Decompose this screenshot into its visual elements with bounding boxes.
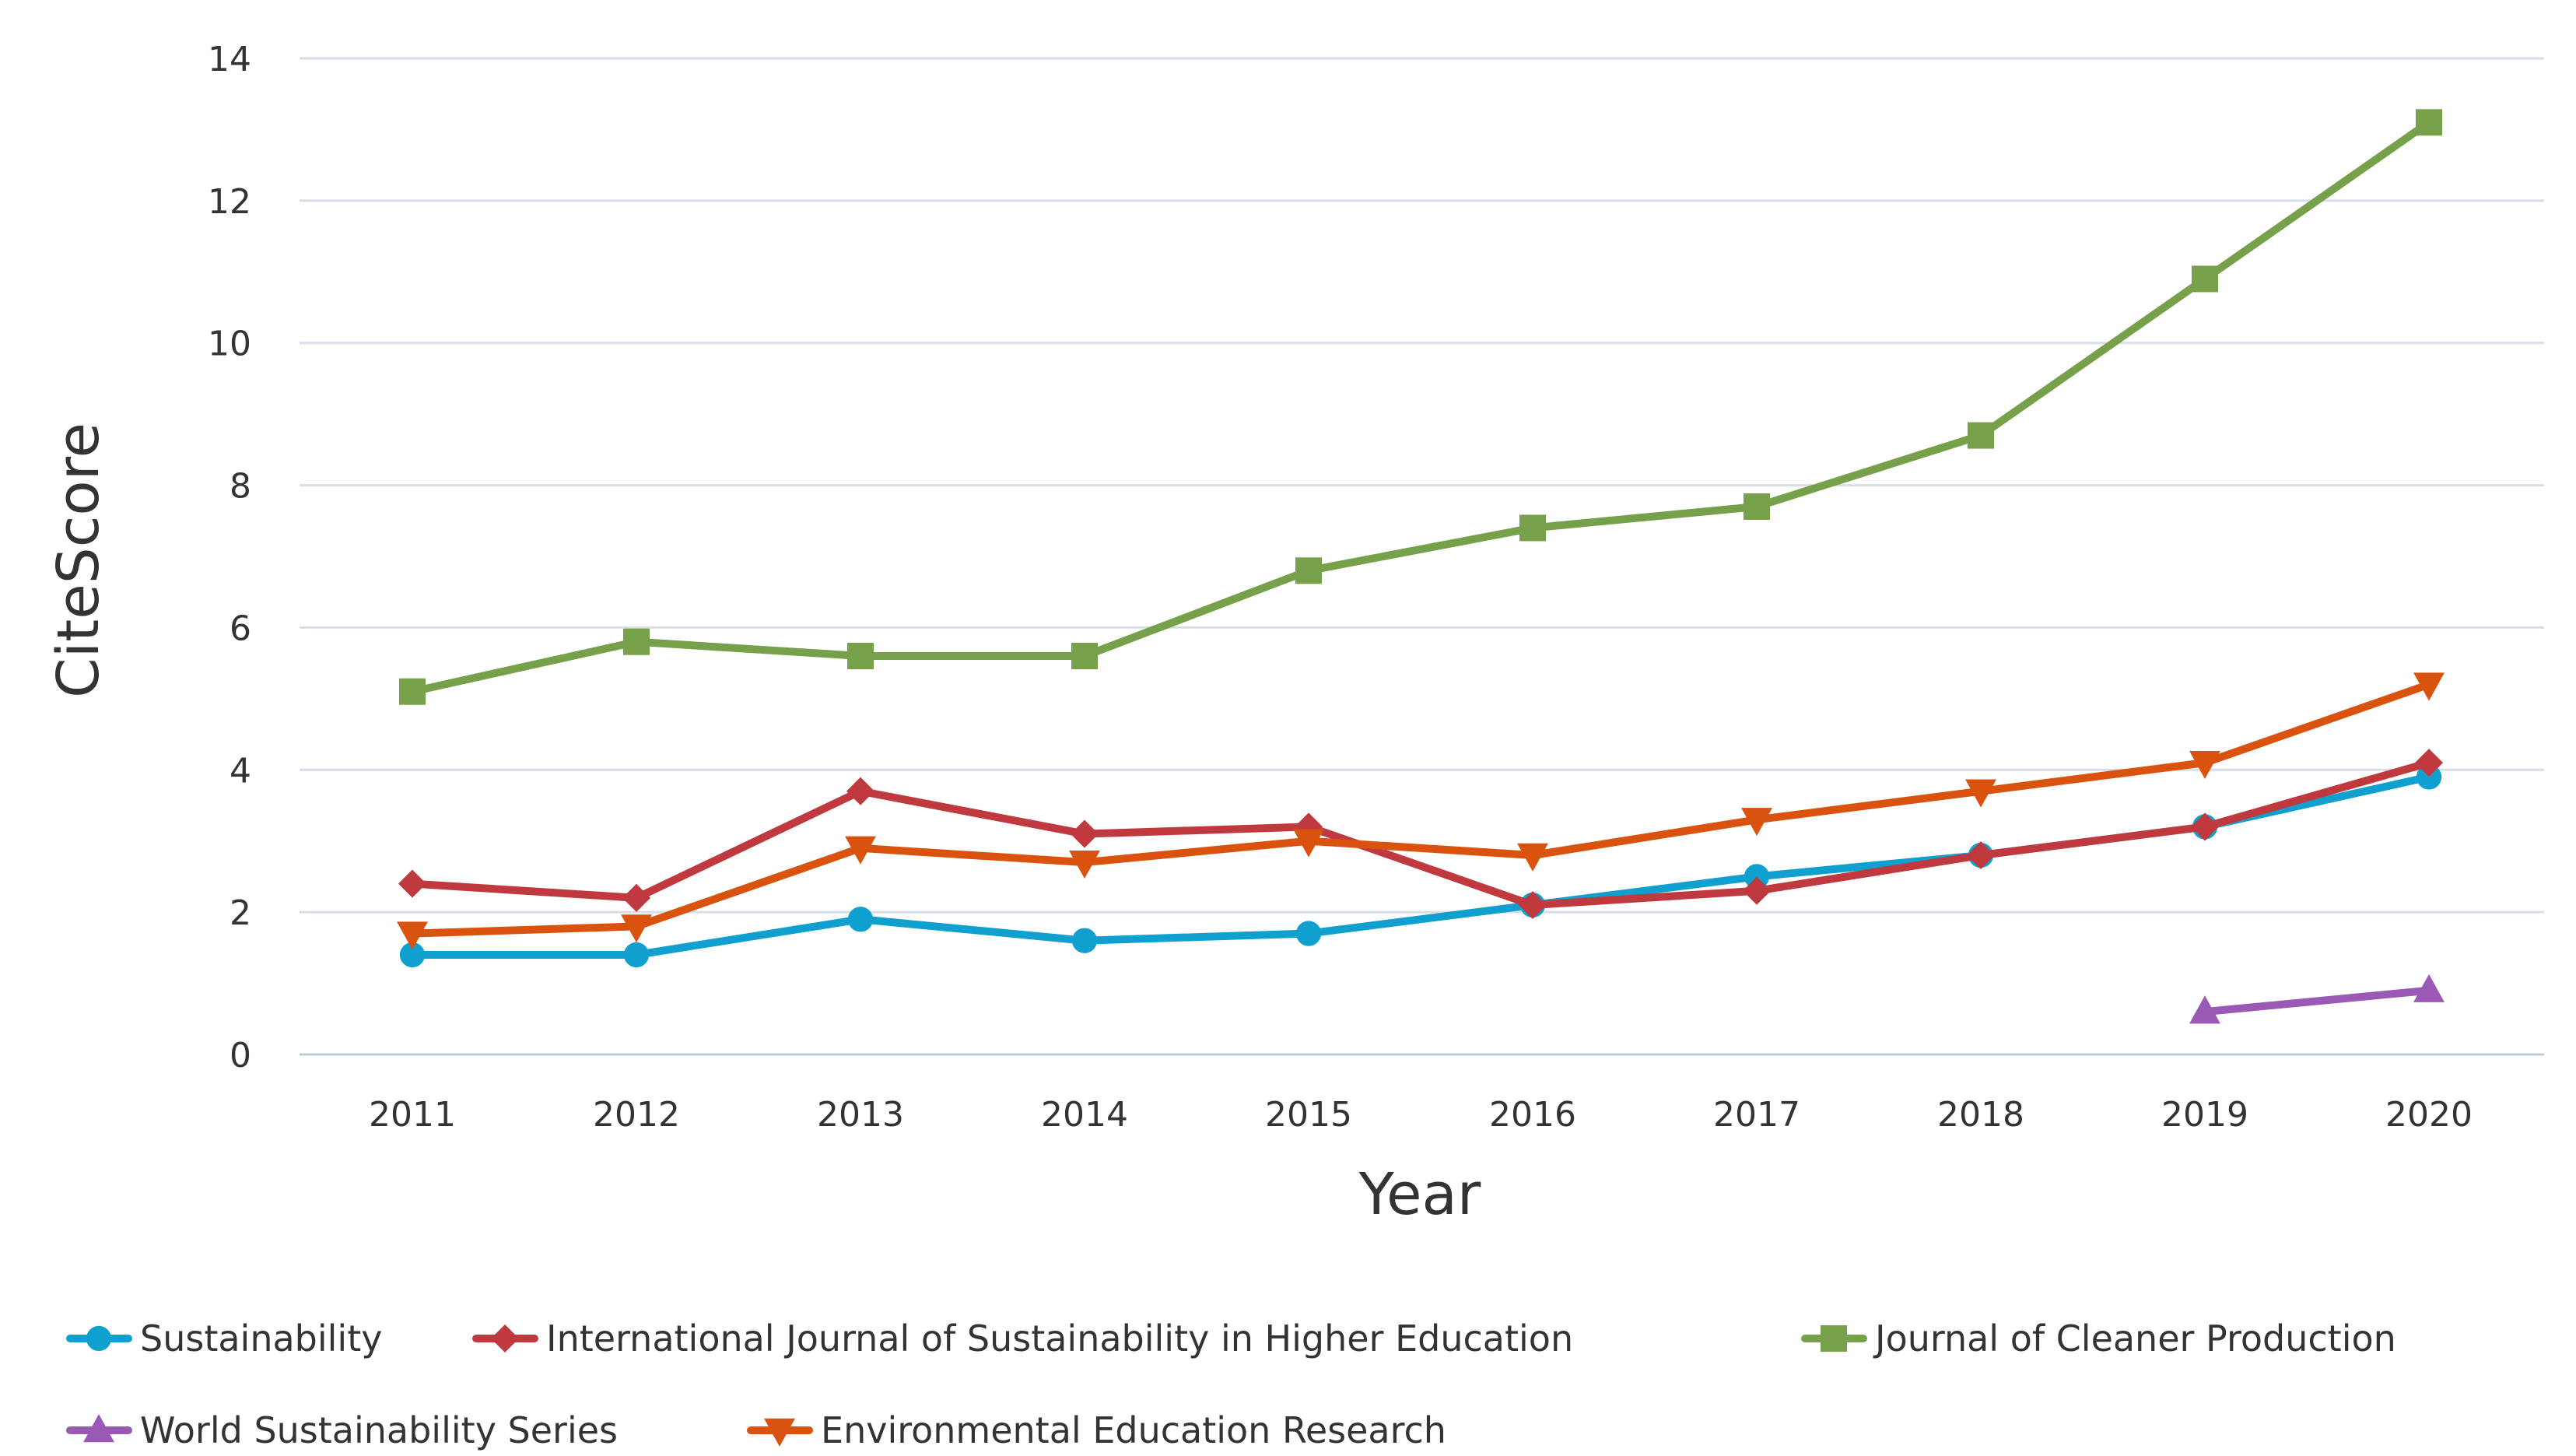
x-tick-label: 2011 [369, 1095, 456, 1135]
series-line [408, 759, 2433, 909]
data-point [1741, 808, 1772, 837]
data-point [1744, 493, 1770, 520]
x-tick-label: 2016 [1489, 1095, 1576, 1135]
data-point [2413, 974, 2445, 1002]
data-point [623, 628, 650, 655]
x-axis-ticks: 2011 2012 2013 2014 2015 2016 2017 2018 2019 2020 [369, 1095, 2473, 1135]
legend-item[interactable]: Journal of Cleaner Production [1801, 1317, 2396, 1360]
data-point [2416, 109, 2442, 136]
legend-item[interactable]: World Sustainability Series [66, 1409, 618, 1451]
y-tick-label: 10 [208, 325, 251, 364]
data-point [1966, 840, 1996, 870]
data-point [1293, 829, 1324, 858]
legend-marker [490, 1324, 520, 1353]
data-point [622, 883, 651, 912]
legend-item[interactable]: International Journal of Sustainability … [472, 1317, 1573, 1360]
data-point [2189, 750, 2220, 780]
data-point [2190, 812, 2220, 841]
legend-label: International Journal of Sustainability … [546, 1317, 1573, 1360]
data-point [2416, 764, 2442, 790]
x-tick-label: 2018 [1937, 1095, 2024, 1135]
series-layer [397, 109, 2445, 1024]
data-point [1742, 876, 1772, 905]
data-point [1968, 422, 1994, 449]
x-axis-title: Year [1358, 1161, 1481, 1228]
legend-item[interactable]: Sustainability [66, 1317, 382, 1360]
y-tick-label: 4 [230, 751, 251, 791]
data-point [623, 942, 650, 968]
series-line [2201, 986, 2433, 1016]
legend-label: World Sustainability Series [140, 1409, 618, 1451]
series-line [408, 680, 2433, 938]
data-point [846, 777, 875, 805]
legend-marker [1821, 1325, 1847, 1352]
data-point [399, 678, 426, 705]
data-point [1069, 850, 1100, 879]
y-tick-label: 12 [208, 182, 251, 222]
x-tick-label: 2014 [1041, 1095, 1128, 1135]
series-2 [399, 109, 2442, 705]
y-tick-label: 2 [230, 893, 251, 933]
legend-label: Sustainability [140, 1317, 382, 1360]
y-tick-label: 14 [208, 40, 251, 79]
legend: Sustainability International Journal of S… [66, 1317, 2396, 1451]
y-tick-label: 0 [230, 1036, 251, 1075]
data-point [399, 942, 426, 968]
x-tick-label: 2013 [817, 1095, 904, 1135]
data-point [1518, 890, 1547, 920]
series-line [408, 118, 2433, 696]
legend-marker [83, 1414, 114, 1443]
data-point [1517, 843, 1548, 872]
data-point [2413, 672, 2445, 701]
legend-marker [86, 1325, 112, 1352]
legend-label: Journal of Cleaner Production [1873, 1317, 2396, 1360]
data-point [1295, 921, 1322, 946]
series-4 [397, 672, 2445, 950]
y-axis-title: CiteScore [45, 423, 112, 698]
legend-label: Environmental Education Research [821, 1409, 1446, 1451]
y-tick-label: 8 [230, 467, 251, 507]
data-point [1519, 514, 1546, 542]
data-point [1965, 779, 1996, 808]
data-point [397, 921, 428, 950]
data-point [1071, 643, 1098, 669]
data-point [2192, 265, 2218, 293]
data-point [1295, 557, 1322, 584]
data-point [2414, 749, 2444, 777]
data-point [1744, 864, 1770, 889]
legend-marker [764, 1418, 795, 1447]
series-1 [398, 749, 2444, 920]
data-point [2189, 995, 2220, 1024]
data-point [1071, 928, 1098, 953]
x-tick-label: 2017 [1713, 1095, 1800, 1135]
data-point [1070, 819, 1099, 848]
y-axis-ticks: 0 2 4 6 8 10 12 14 [208, 40, 251, 1075]
y-tick-label: 6 [230, 609, 251, 648]
data-point [845, 836, 876, 865]
x-tick-label: 2020 [2385, 1095, 2473, 1135]
x-tick-label: 2012 [593, 1095, 680, 1135]
data-point [621, 914, 652, 943]
x-tick-label: 2019 [2161, 1095, 2248, 1135]
series-3 [2189, 974, 2445, 1024]
x-tick-label: 2015 [1265, 1095, 1352, 1135]
data-point [847, 907, 874, 932]
data-point [398, 869, 427, 898]
data-point [847, 643, 874, 669]
legend-item[interactable]: Environmental Education Research [747, 1409, 1446, 1451]
